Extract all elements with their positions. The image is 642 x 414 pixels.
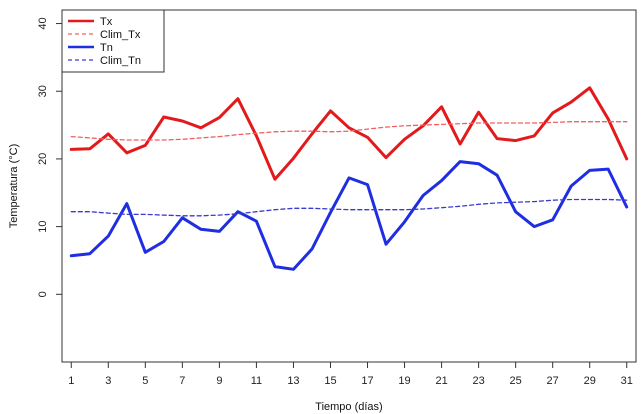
series-line-clim-tn [70,198,628,217]
x-tick-label: 5 [142,375,148,387]
y-tick-label: 20 [37,153,49,165]
x-tick-label: 31 [621,375,633,387]
x-tick-label: 9 [216,375,222,387]
x-tick-label: 29 [584,375,596,387]
x-axis: 1 3 5 7 9 11 13 15 17 19 21 23 25 27 29 31 [68,362,633,387]
legend-label: Clim_Tx [100,29,141,41]
x-tick-label: 7 [179,375,185,387]
x-tick-label: 19 [398,375,410,387]
y-tick-label: 10 [37,220,49,232]
legend-label: Clim_Tn [100,55,141,67]
x-tick-label: 27 [547,375,559,387]
x-tick-label: 21 [435,375,447,387]
y-tick-label: 40 [37,17,49,29]
x-tick-label: 1 [68,375,74,387]
x-tick-label: 25 [510,375,522,387]
legend-label: Tx [100,16,113,28]
x-tick-label: 17 [361,375,373,387]
y-axis: 0 10 20 30 40 [37,17,62,297]
y-axis-title: Temperatura (°C) [8,144,20,228]
x-axis-title: Tiempo (días) [315,401,382,413]
series-line-clim-tx [70,121,628,141]
x-tick-label: 11 [251,375,262,387]
x-tick-label: 3 [105,375,111,387]
series-line-tn [69,160,629,271]
series-line-tx [69,86,629,181]
y-tick-label: 0 [37,291,49,297]
series-layer [69,86,629,271]
y-tick-label: 30 [37,85,49,97]
x-tick-label: 23 [472,375,484,387]
x-tick-label: 15 [324,375,336,387]
x-tick-label: 13 [287,375,299,387]
plot-frame [61,9,637,363]
legend-label: Tn [100,42,113,54]
